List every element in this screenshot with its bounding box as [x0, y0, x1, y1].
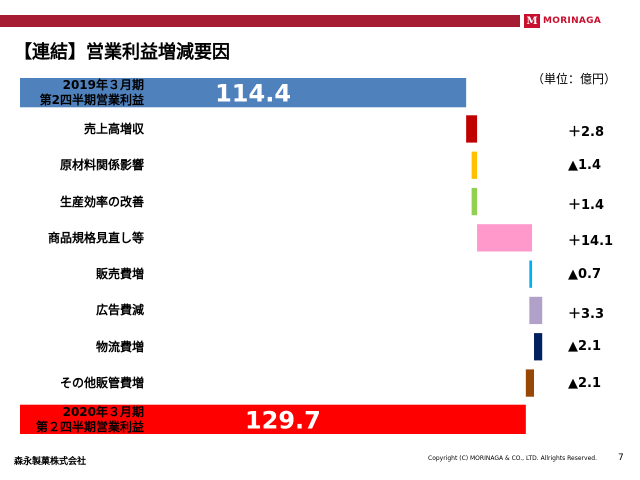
- delta-value-label: ＋1.4: [568, 198, 605, 214]
- category-label: 生産効率の改善: [59, 194, 144, 209]
- header-bar: [0, 15, 520, 27]
- category-label: 販売費増: [95, 267, 144, 282]
- category-label: 広告費減: [95, 303, 144, 318]
- delta-bar: [466, 115, 478, 143]
- page-title: 【連結】営業利益増減要因: [14, 42, 230, 63]
- category-label: その他販管費増: [59, 376, 144, 391]
- category-label: 原材料関係影響: [59, 158, 144, 173]
- category-label: 売上高増収: [83, 121, 144, 136]
- delta-value-label: ▲1.4: [568, 157, 602, 173]
- unit-label: （単位：億円）: [531, 72, 616, 86]
- delta-bar: [525, 369, 535, 397]
- category-label: 2020年３月期 第２四半期営業利益: [35, 404, 144, 434]
- footer-company: 森永製菓株式会社: [14, 457, 87, 467]
- delta-value-label: ▲0.7: [568, 266, 602, 282]
- category-label: 2019年３月期 第2四半期営業利益: [39, 78, 144, 108]
- delta-value-label: ▲2.1: [568, 339, 602, 355]
- delta-bar: [534, 333, 543, 361]
- logo-mark-icon: M: [524, 14, 540, 28]
- delta-bar: [529, 260, 533, 288]
- category-label: 商品規格見直し等: [47, 230, 144, 245]
- delta-bar: [471, 187, 478, 216]
- copyright-text: Copyright (C) MORINAGA & CO., LTD. Allri…: [428, 455, 597, 462]
- page-number: 7: [618, 453, 624, 463]
- delta-bar: [471, 151, 478, 179]
- category-label: 物流費増: [95, 339, 144, 354]
- delta-value-label: ＋14.1: [568, 234, 614, 250]
- delta-bar: [477, 224, 533, 252]
- total-bar: [20, 78, 467, 108]
- company-logo: M MORINAGA: [524, 13, 601, 29]
- total-value-label: 114.4: [215, 80, 291, 108]
- logo-text: MORINAGA: [543, 16, 602, 26]
- delta-value-label: ＋2.8: [568, 125, 605, 141]
- delta-value-label: ▲2.1: [568, 375, 602, 391]
- total-value-label: 129.7: [245, 406, 321, 434]
- delta-bar: [529, 296, 543, 325]
- total-bar: [20, 404, 526, 434]
- delta-value-label: ＋3.3: [568, 306, 605, 322]
